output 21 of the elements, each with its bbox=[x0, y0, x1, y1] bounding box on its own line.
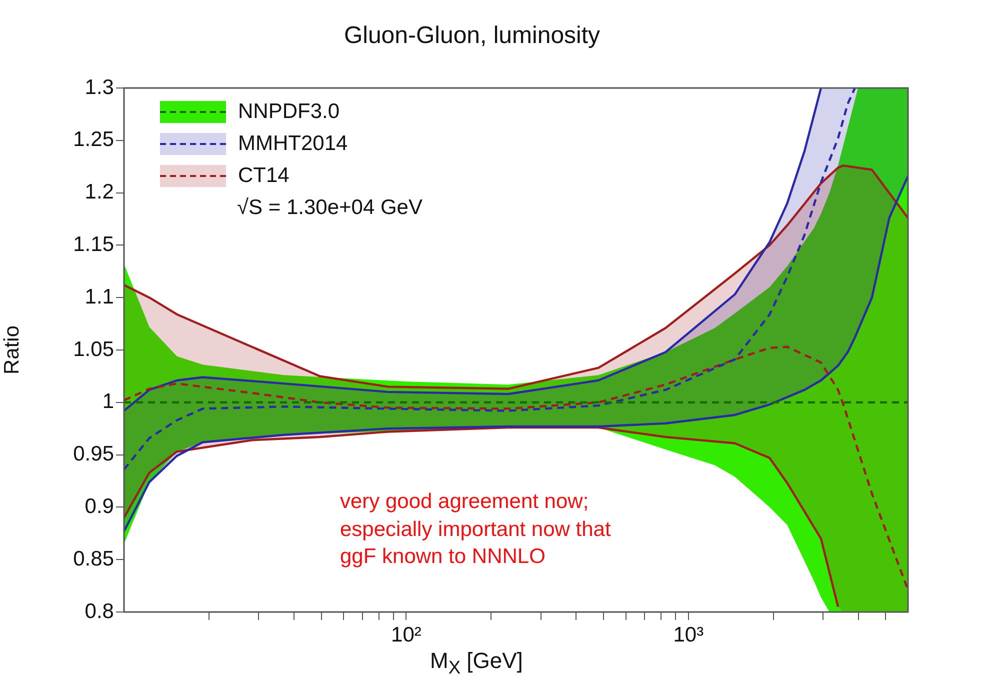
annotation: √S = 1.30e+04 GeV bbox=[237, 196, 422, 220]
y-tick-label: 0.85 bbox=[73, 547, 114, 570]
y-tick-label: 1.15 bbox=[73, 232, 114, 256]
y-axis-title: Ratio bbox=[0, 325, 24, 375]
y-tick-label: 1.25 bbox=[73, 128, 114, 152]
annotation: very good agreement now; especially important now that ggF known to NNNLO bbox=[340, 489, 611, 570]
legend-label: MMHT2014 bbox=[238, 132, 348, 156]
x-axis-title: M$_{X}$ [GeV] bbox=[430, 648, 523, 678]
legend-label: NNPDF3.0 bbox=[238, 100, 340, 124]
y-tick-label: 1.05 bbox=[73, 338, 114, 361]
legend-label: CT14 bbox=[238, 164, 290, 188]
y-tick-label: 1.3 bbox=[84, 76, 114, 99]
y-tick-label: 1 bbox=[102, 390, 114, 414]
y-tick-label: 0.8 bbox=[84, 600, 114, 623]
y-tick-label: 1.1 bbox=[84, 285, 114, 308]
y-tick-label: 0.9 bbox=[84, 494, 114, 518]
x-tick-label: 10² bbox=[391, 623, 422, 646]
x-tick-label: 10³ bbox=[673, 623, 704, 646]
y-tick-label: 1.2 bbox=[84, 180, 114, 204]
chart-title: Gluon-Gluon, luminosity bbox=[342, 22, 602, 50]
y-tick-label: 0.95 bbox=[73, 442, 114, 466]
